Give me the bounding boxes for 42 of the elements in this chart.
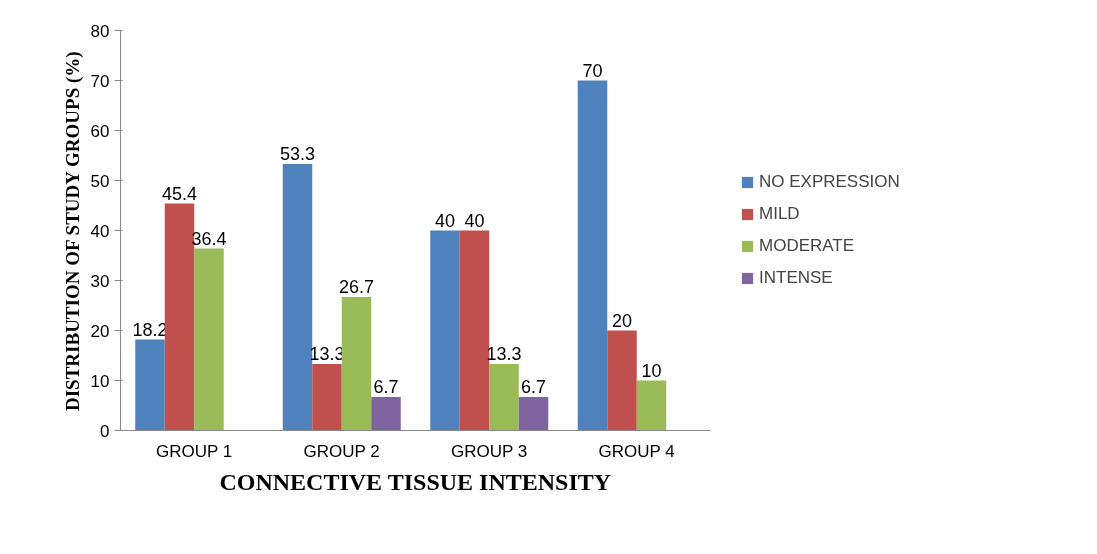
x-tick-label: GROUP 4: [598, 441, 675, 461]
y-tick-label: 0: [100, 421, 110, 441]
x-tick-label: GROUP 2: [303, 441, 380, 461]
y-tick-label: 20: [90, 321, 110, 341]
y-tick-label: 50: [90, 171, 110, 191]
bar: [577, 80, 608, 431]
data-label: 45.4: [161, 183, 198, 204]
bar: [636, 380, 667, 431]
legend-label: NO EXPRESSION: [759, 172, 900, 192]
data-label: 40: [464, 210, 485, 231]
bar: [341, 297, 372, 431]
x-tick-label: GROUP 3: [450, 441, 528, 461]
legend-label: INTENSE: [759, 268, 833, 288]
x-tick-label: GROUP 1: [155, 441, 233, 461]
data-label: 70: [582, 60, 603, 81]
y-tick-label: 10: [90, 371, 110, 391]
bar: [194, 248, 224, 431]
legend-label: MILD: [759, 204, 800, 224]
x-axis-title: CONNECTIVE TISSUE INTENSITY: [219, 468, 612, 495]
bar: [430, 230, 460, 431]
y-axis-title: DISTRIBUTION OF STUDY GROUPS (%): [61, 51, 84, 412]
data-label: 53.3: [279, 144, 316, 164]
bar: [489, 364, 519, 431]
bar: [607, 330, 637, 431]
bar: [459, 230, 490, 431]
bar: [371, 397, 401, 431]
y-tick-label: 60: [90, 121, 110, 141]
data-label: 26.7: [338, 277, 375, 297]
bar: [312, 364, 342, 431]
bar: [518, 397, 549, 431]
bar: [135, 339, 165, 431]
data-label: 6.7: [520, 377, 547, 397]
y-tick-label: 40: [90, 221, 110, 241]
bar: [282, 164, 313, 431]
data-label: 40: [434, 210, 456, 231]
y-tick-label: 80: [90, 21, 110, 41]
y-tick-label: 70: [90, 71, 110, 91]
data-label: 6.7: [373, 377, 399, 397]
legend-label: MODERATE: [759, 236, 855, 256]
data-label: 20: [611, 310, 633, 331]
data-label: 10: [641, 360, 662, 381]
y-tick-label: 30: [90, 271, 110, 291]
